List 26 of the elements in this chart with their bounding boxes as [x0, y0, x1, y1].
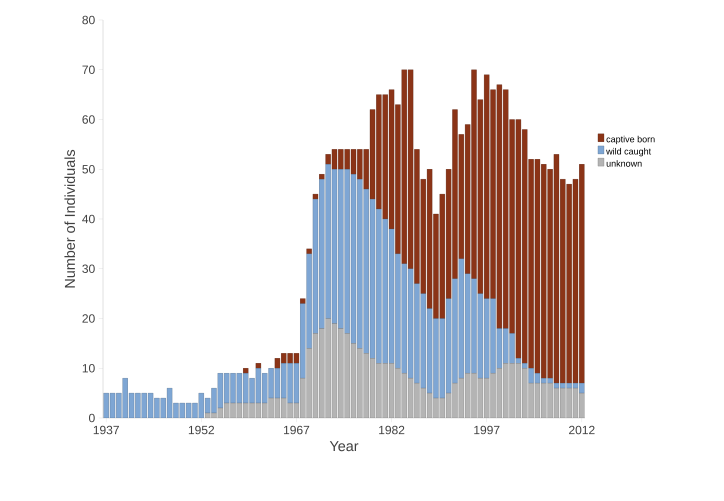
y-tick-label: 30 [82, 264, 95, 273]
x-tick-label: 1952 [188, 426, 214, 434]
x-tick-label: 1982 [379, 426, 404, 434]
bar [312, 194, 318, 200]
y-tick-label: 10 [82, 364, 95, 372]
y-tick-label: 20 [82, 314, 95, 323]
bar [306, 248, 312, 254]
bar [522, 363, 528, 368]
legend-label: unknown [606, 160, 642, 167]
legend-label: wild caught [606, 148, 652, 156]
y-tick-label: 50 [82, 165, 95, 174]
x-tick-label: 1967 [284, 426, 310, 434]
x-tick-label: 1997 [474, 426, 500, 434]
x-tick-label: 1937 [94, 426, 119, 434]
bar [256, 363, 262, 368]
y-tick-label: 60 [82, 115, 95, 124]
y-axis-title: Number of Individuals [64, 150, 75, 288]
x-tick-label: 2012 [569, 426, 595, 434]
bar [243, 368, 248, 374]
x-axis-title: Year [330, 441, 358, 452]
y-tick-label: 70 [82, 66, 95, 74]
y-tick-label: 40 [82, 214, 95, 224]
legend-label: captive born [606, 136, 655, 144]
bar [319, 174, 324, 180]
y-tick-label: 0 [89, 414, 95, 422]
y-tick-label: 80 [82, 16, 95, 24]
